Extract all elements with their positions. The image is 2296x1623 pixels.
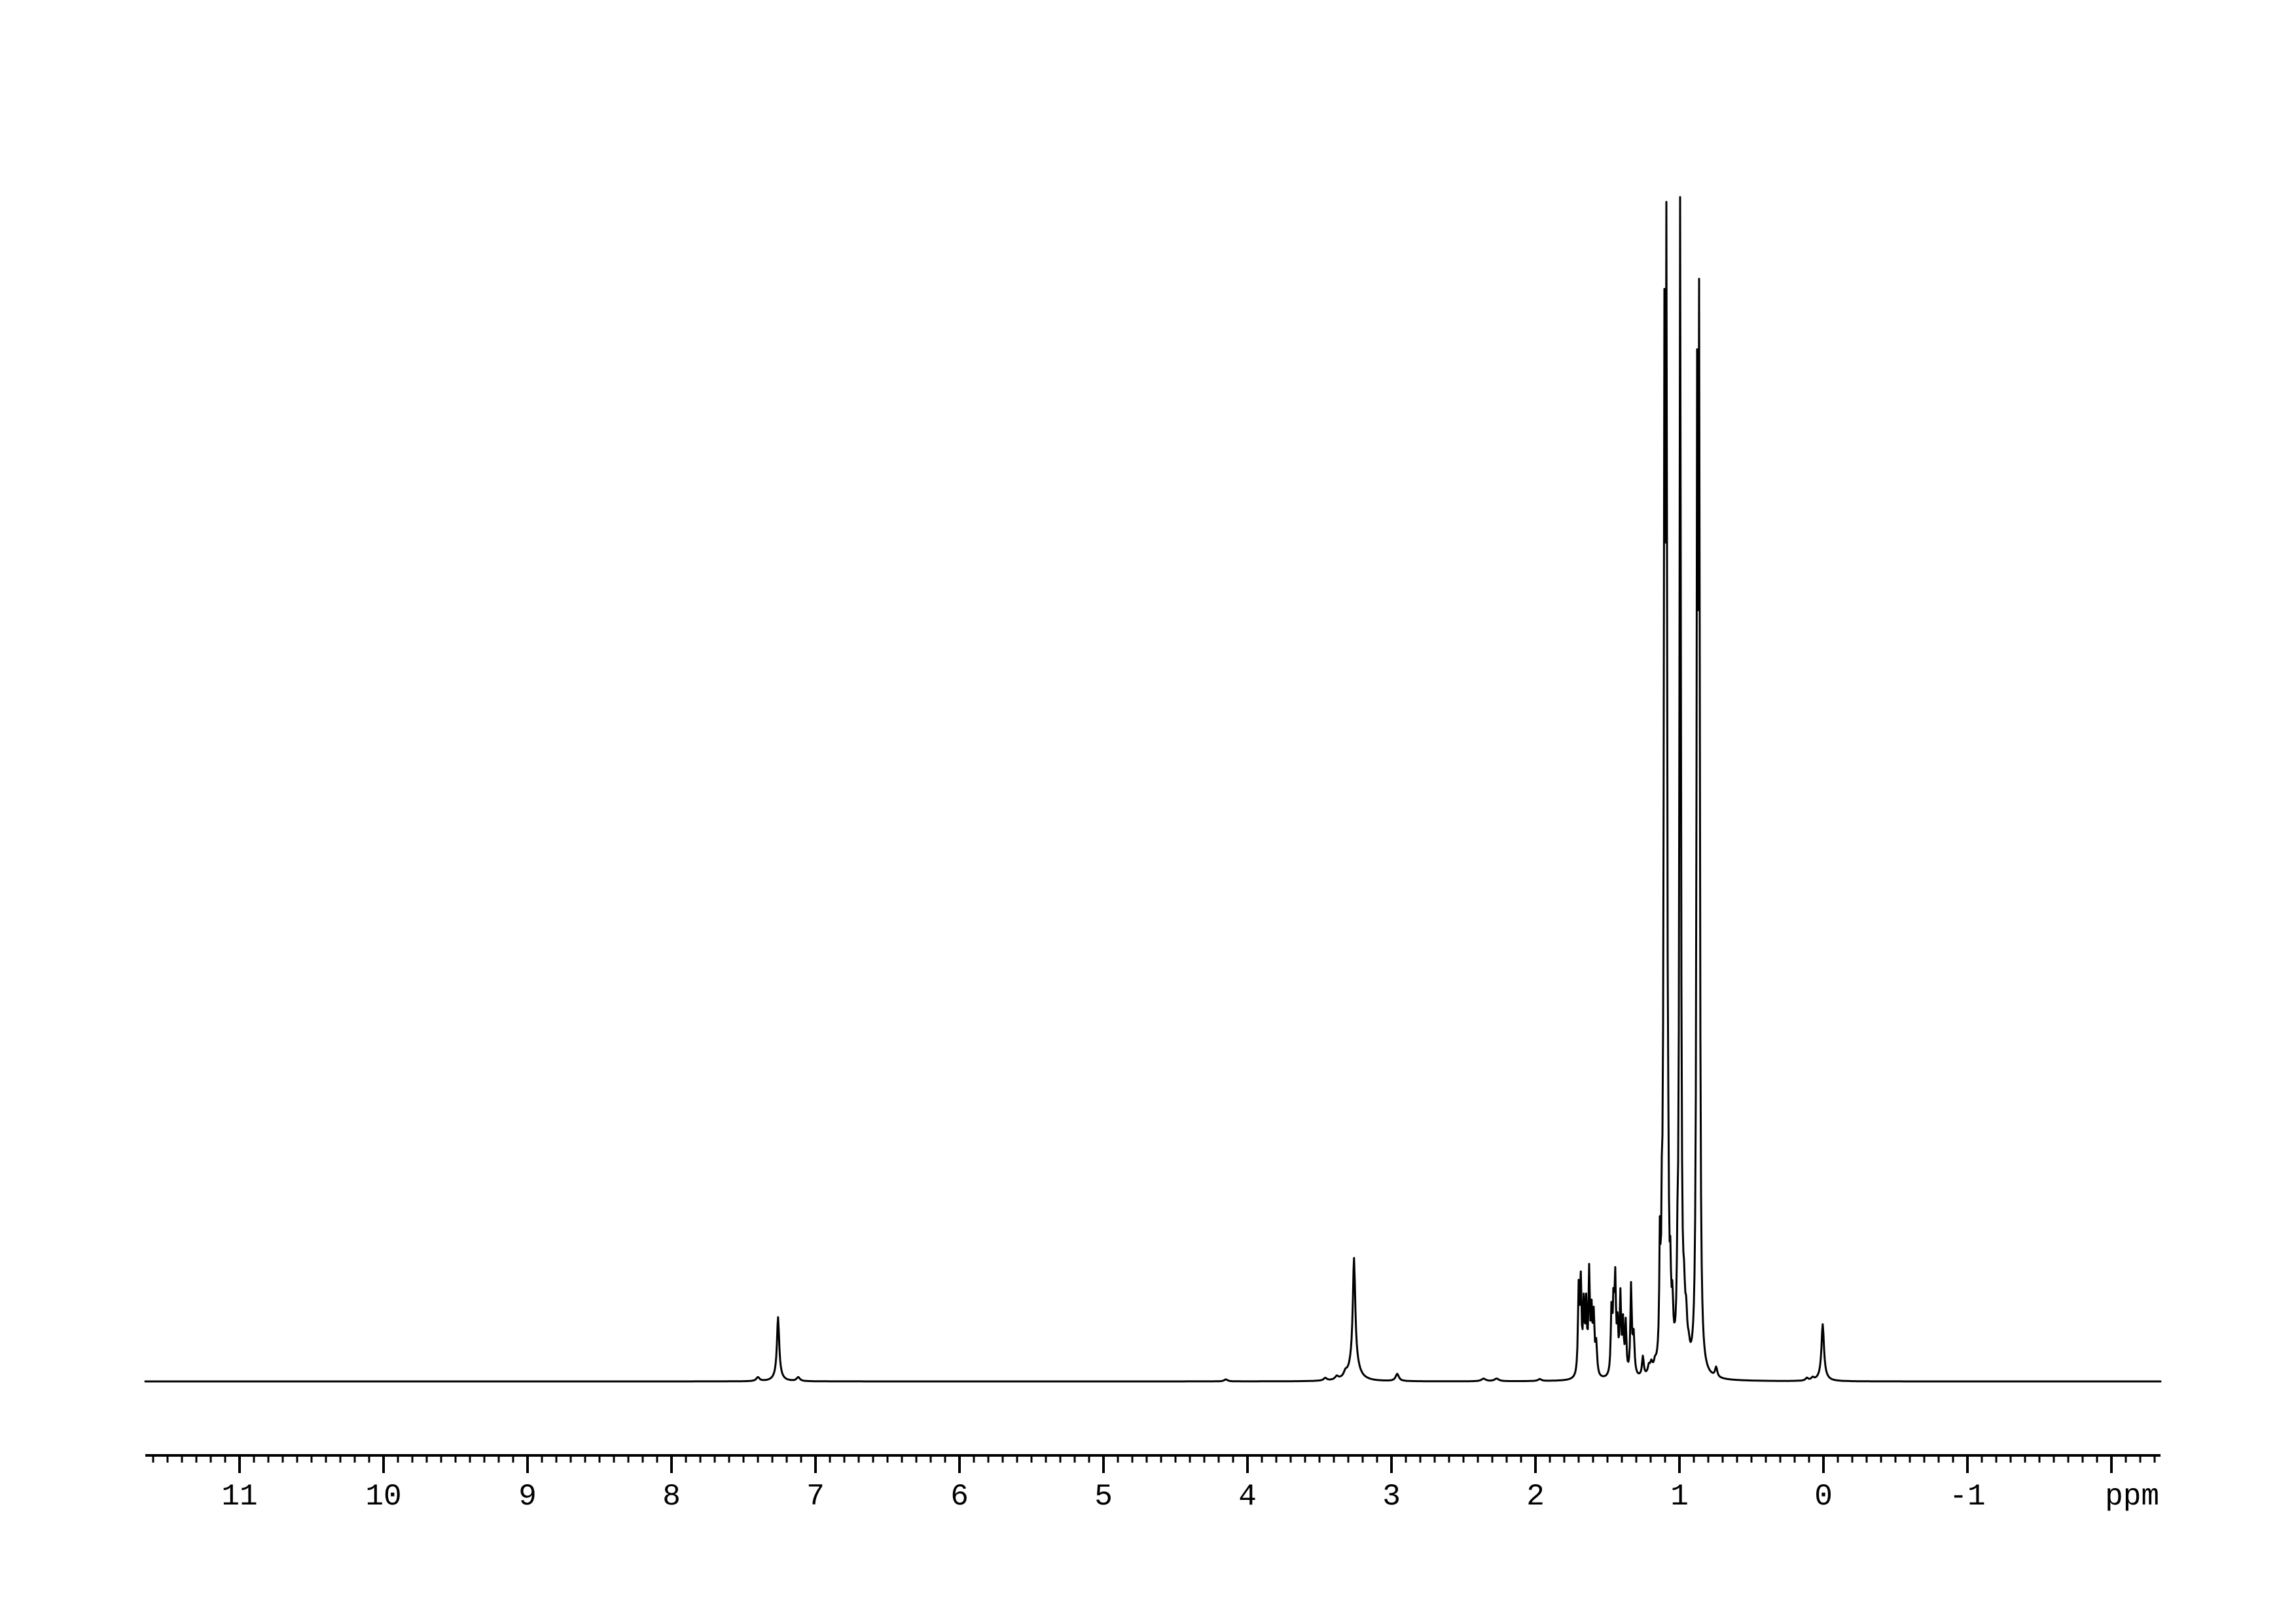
axis-tick-label: 4 [1238,1480,1257,1514]
axis-tick-label: 6 [950,1480,969,1514]
axis-unit-label: ppm [2105,1480,2159,1514]
axis-tick-label: 3 [1382,1480,1401,1514]
axis-tick-label: 9 [518,1480,537,1514]
axis-tick-label: 8 [662,1480,681,1514]
axis-tick-label: 11 [221,1480,257,1514]
axis-tick-label: 5 [1094,1480,1113,1514]
axis-tick-label: -1 [1949,1480,1985,1514]
x-axis-tick-labels: 11 10 9 8 7 6 5 4 3 2 1 0 -1 [221,1480,1985,1514]
spectrum-trace-group [144,196,2162,1383]
axis-tick-label: 2 [1526,1480,1545,1514]
axis-tick-label: 0 [1814,1480,1833,1514]
axis-tick-label: 7 [806,1480,825,1514]
axis-tick-label: 1 [1670,1480,1689,1514]
x-axis: 11 10 9 8 7 6 5 4 3 2 1 0 -1 ppm [145,1454,2161,1514]
spectrum-trace [144,196,2162,1383]
x-axis-ticks [152,1455,2156,1473]
axis-tick-label: 10 [365,1480,401,1514]
